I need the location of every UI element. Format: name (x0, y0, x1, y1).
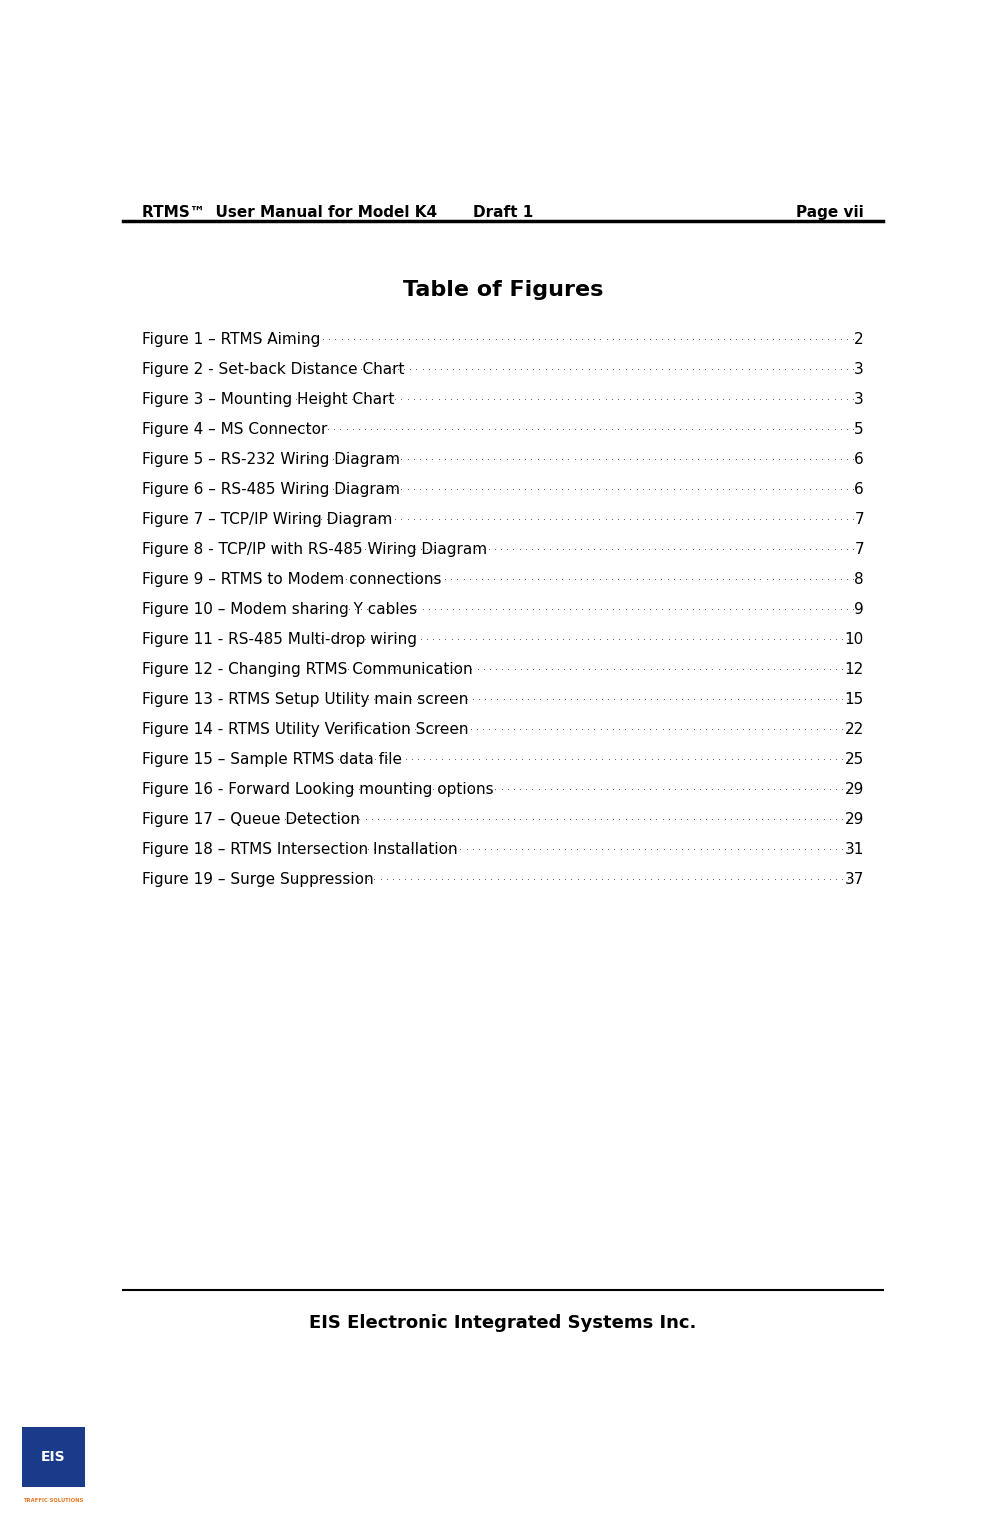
Text: Figure 13 - RTMS Setup Utility main screen: Figure 13 - RTMS Setup Utility main scre… (141, 692, 468, 707)
Text: Figure 10 – Modem sharing Y cables: Figure 10 – Modem sharing Y cables (141, 602, 417, 618)
Text: Table of Figures: Table of Figures (402, 280, 603, 300)
Text: 29: 29 (845, 782, 864, 797)
Text: Figure 15 – Sample RTMS data file: Figure 15 – Sample RTMS data file (141, 751, 401, 767)
Text: Figure 2 - Set-back Distance Chart: Figure 2 - Set-back Distance Chart (141, 362, 404, 377)
Text: Figure 9 – RTMS to Modem connections: Figure 9 – RTMS to Modem connections (141, 572, 441, 587)
Text: EIS: EIS (40, 1450, 66, 1463)
Text: Figure 1 – RTMS Aiming: Figure 1 – RTMS Aiming (141, 332, 320, 347)
Text: 29: 29 (845, 812, 864, 827)
Text: 12: 12 (845, 662, 864, 677)
Text: 2: 2 (854, 332, 864, 347)
Text: Figure 4 – MS Connector: Figure 4 – MS Connector (141, 421, 327, 437)
Text: Figure 7 – TCP/IP Wiring Diagram: Figure 7 – TCP/IP Wiring Diagram (141, 513, 392, 526)
Text: TRAFFIC SOLUTIONS: TRAFFIC SOLUTIONS (23, 1498, 83, 1503)
Text: 7: 7 (854, 541, 864, 557)
Text: Figure 5 – RS-232 Wiring Diagram: Figure 5 – RS-232 Wiring Diagram (141, 452, 399, 467)
Text: Figure 16 - Forward Looking mounting options: Figure 16 - Forward Looking mounting opt… (141, 782, 493, 797)
Text: Figure 17 – Queue Detection: Figure 17 – Queue Detection (141, 812, 359, 827)
Text: Figure 8 - TCP/IP with RS-485 Wiring Diagram: Figure 8 - TCP/IP with RS-485 Wiring Dia… (141, 541, 487, 557)
Text: Figure 14 - RTMS Utility Verification Screen: Figure 14 - RTMS Utility Verification Sc… (141, 722, 468, 736)
Text: Figure 3 – Mounting Height Chart: Figure 3 – Mounting Height Chart (141, 392, 394, 408)
Text: 9: 9 (854, 602, 864, 618)
Text: 15: 15 (845, 692, 864, 707)
FancyBboxPatch shape (22, 1427, 85, 1488)
Text: EIS Electronic Integrated Systems Inc.: EIS Electronic Integrated Systems Inc. (309, 1314, 697, 1332)
Text: Figure 19 – Surge Suppression: Figure 19 – Surge Suppression (141, 872, 373, 887)
Text: 37: 37 (845, 872, 864, 887)
Text: Figure 18 – RTMS Intersection Installation: Figure 18 – RTMS Intersection Installati… (141, 841, 457, 856)
Text: 25: 25 (845, 751, 864, 767)
Text: 10: 10 (845, 631, 864, 646)
Text: 22: 22 (845, 722, 864, 736)
Text: Page vii: Page vii (797, 205, 864, 221)
Text: Draft 1: Draft 1 (473, 205, 533, 221)
Text: 6: 6 (854, 452, 864, 467)
Text: Figure 12 - Changing RTMS Communication: Figure 12 - Changing RTMS Communication (141, 662, 472, 677)
Text: 7: 7 (854, 513, 864, 526)
Text: 6: 6 (854, 482, 864, 497)
Text: 5: 5 (854, 421, 864, 437)
Text: 3: 3 (854, 392, 864, 408)
Text: 3: 3 (854, 362, 864, 377)
Text: Figure 6 – RS-485 Wiring Diagram: Figure 6 – RS-485 Wiring Diagram (141, 482, 399, 497)
Text: Figure 11 - RS-485 Multi-drop wiring: Figure 11 - RS-485 Multi-drop wiring (141, 631, 417, 646)
Text: 31: 31 (845, 841, 864, 856)
Text: RTMS™  User Manual for Model K4: RTMS™ User Manual for Model K4 (141, 205, 437, 221)
Text: 8: 8 (854, 572, 864, 587)
